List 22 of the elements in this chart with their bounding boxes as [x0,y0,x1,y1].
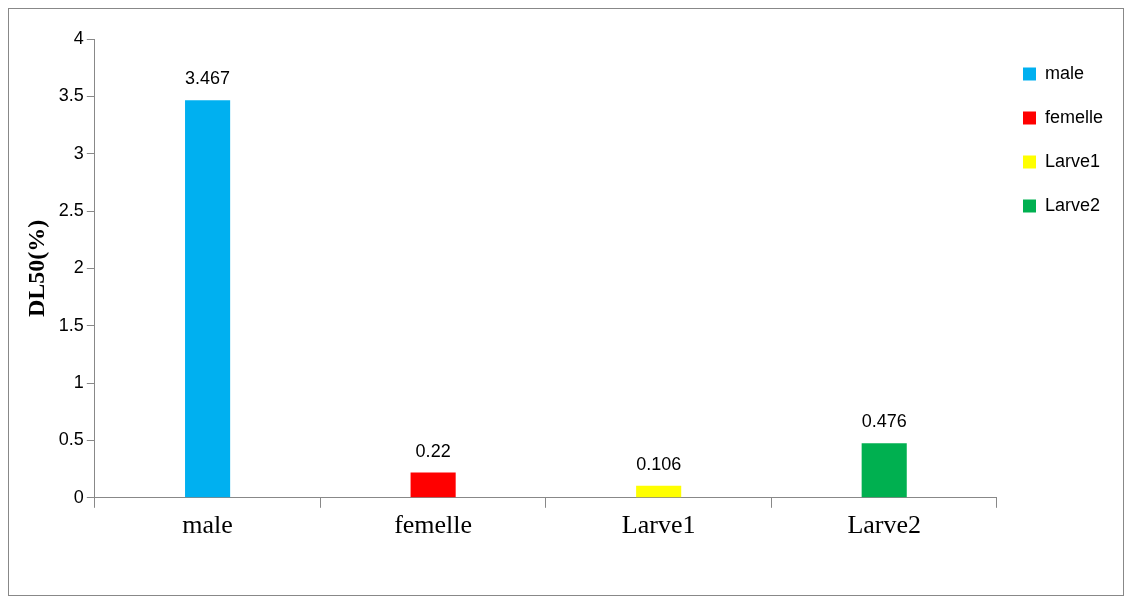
y-tick-label: 3 [73,142,84,163]
y-tick-label: 4 [73,27,84,48]
data-label: 0.476 [861,411,907,432]
y-tick-label: 2.5 [58,200,84,221]
y-tick-label: 1 [73,372,84,393]
legend-label: Larve1 [1044,150,1101,171]
y-axis-title: DL50(%) [22,219,49,318]
data-label: 0.22 [415,440,451,461]
x-tick-label: male [182,510,233,540]
y-tick-label: 3.5 [58,85,84,106]
y-tick-label: 2 [73,257,84,278]
y-tick-label: 1.5 [58,314,84,335]
legend-label: male [1044,62,1084,83]
x-tick-label: Larve1 [621,510,696,540]
legend-label: Larve2 [1044,194,1101,215]
y-tick-label: 0 [73,486,84,507]
data-label: 0.106 [636,453,682,474]
x-tick-label: femelle [394,510,473,540]
x-tick-label: Larve2 [847,510,922,540]
y-tick-label: 0.5 [58,429,84,450]
legend-label: femelle [1044,106,1104,127]
data-label: 3.467 [185,68,231,89]
